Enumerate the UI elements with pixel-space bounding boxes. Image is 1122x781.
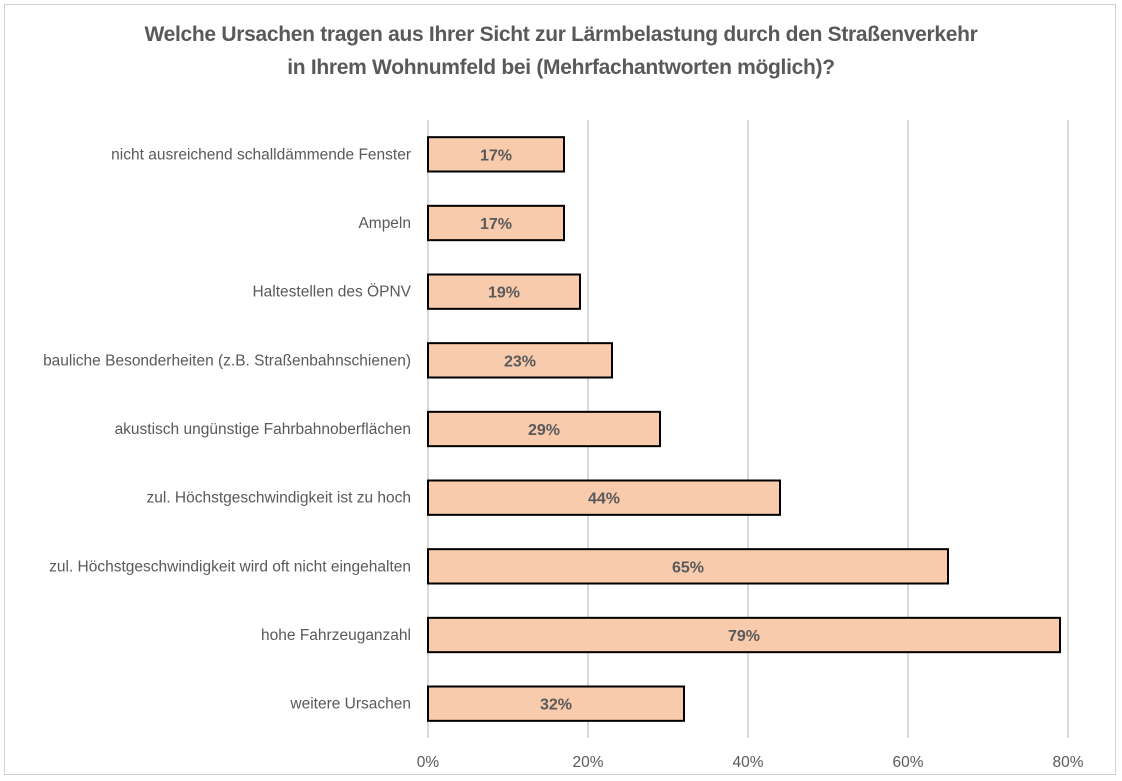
bar	[427, 204, 565, 242]
category-label: Ampeln	[358, 215, 411, 232]
x-tick-label: 0%	[417, 754, 440, 771]
category-labels: nicht ausreichend schalldämmende Fenster…	[43, 146, 412, 712]
data-label: 65%	[672, 559, 704, 576]
category-label: weitere Ursachen	[289, 696, 411, 713]
data-label: 17%	[480, 216, 512, 233]
data-label: 17%	[480, 147, 512, 164]
chart-title-line-1: Welche Ursachen tragen aus Ihrer Sicht z…	[144, 23, 978, 46]
x-tick-label: 80%	[1052, 754, 1083, 771]
category-label: akustisch ungünstige Fahrbahnoberflächen	[115, 421, 411, 438]
data-label: 29%	[528, 422, 560, 439]
x-tick-label: 40%	[732, 754, 763, 771]
x-axis-tick-labels: 0% 20% 40% 60% 80%	[417, 754, 1084, 771]
data-label: 23%	[504, 353, 536, 370]
category-label: nicht ausreichend schalldämmende Fenster	[111, 146, 411, 163]
category-label: zul. Höchstgeschwindigkeit ist zu hoch	[147, 490, 412, 507]
category-label: bauliche Besonderheiten (z.B. Straßenbah…	[43, 352, 411, 369]
data-label: 79%	[728, 628, 760, 645]
x-tick-label: 60%	[892, 754, 923, 771]
bar	[427, 410, 661, 448]
bar	[427, 273, 581, 310]
bar	[427, 342, 613, 379]
data-label: 19%	[488, 285, 520, 302]
category-label: zul. Höchstgeschwindigkeit wird oft nich…	[49, 558, 411, 575]
bar	[427, 685, 685, 722]
bars	[427, 136, 1061, 722]
chart-title: Welche Ursachen tragen aus Ihrer Sicht z…	[0, 18, 1122, 84]
category-label: hohe Fahrzeuganzahl	[261, 627, 411, 644]
bar	[427, 548, 949, 585]
x-tick-label: 20%	[572, 754, 603, 771]
chart-title-line-2: in Ihrem Wohnumfeld bei (Mehrfachantwort…	[287, 56, 835, 79]
bar	[427, 479, 781, 516]
category-label: Haltestellen des ÖPNV	[252, 283, 411, 301]
bar	[427, 136, 565, 173]
data-label: 44%	[588, 491, 620, 508]
data-labels: 17% 17% 19% 23% 29% 44% 65% 79% 32%	[480, 147, 760, 713]
data-label: 32%	[540, 697, 572, 714]
bar	[427, 616, 1061, 654]
